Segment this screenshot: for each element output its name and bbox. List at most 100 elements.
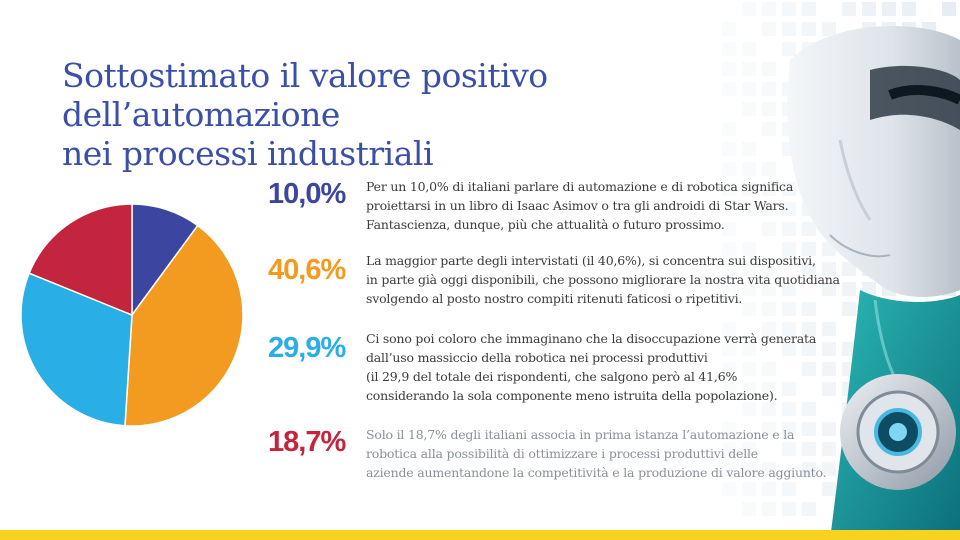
stat-description: Per un 10,0% di italiani parlare di auto… [366,177,846,234]
grid-square [742,482,756,496]
grid-square [762,2,776,16]
grid-square [742,62,756,76]
stat-line: considerando la sola componente meno ist… [366,388,778,403]
grid-square [762,402,776,416]
stat-description: Ci sono poi coloro che immaginano che la… [366,329,846,405]
grid-square [802,462,816,476]
grid-square [802,342,816,356]
bottom-accent-bar [0,530,960,540]
grid-square [762,82,776,96]
grid-square [742,502,756,516]
grid-square [722,162,736,176]
grid-square [722,62,736,76]
grid-square [722,182,736,196]
grid-square [842,262,856,276]
pie-slice-3 [20,272,133,427]
grid-square [782,382,796,396]
stat-percent: 40,6% [268,254,346,286]
grid-square [762,302,776,316]
grid-square [782,202,796,216]
grid-square [722,342,736,356]
grid-square [782,302,796,316]
grid-square [802,442,816,456]
grid-square [722,142,736,156]
grid-square [742,442,756,456]
grid-square [822,262,836,276]
page-title-line-2: nei processi industriali [62,134,434,173]
stat-description: Solo il 18,7% degli italiani associa in … [366,425,846,482]
grid-square [722,322,736,336]
grid-square [762,182,776,196]
stat-line: Fantascienza, dunque, più che attualità … [366,217,725,232]
pie-slice-1 [131,203,199,318]
grid-square [862,282,876,296]
stat-line: (il 29,9 del totale dei rispondenti, che… [366,369,738,384]
grid-square [762,202,776,216]
grid-square [742,262,756,276]
grid-square [782,182,796,196]
grid-square [782,242,796,256]
grid-square [742,82,756,96]
grid-square [842,342,856,356]
grid-square [842,302,856,316]
page-title-line-1: Sottostimato il valore positivo dell’aut… [62,56,548,134]
grid-square [762,282,776,296]
grid-square [762,122,776,136]
grid-square [782,2,796,16]
grid-square [742,162,756,176]
grid-square [762,22,776,36]
stat-description: La maggior parte degli intervistati (il … [366,251,846,308]
grid-square [822,382,836,396]
grid-square [782,402,796,416]
grid-square [722,262,736,276]
grid-square [722,222,736,236]
grid-square [762,322,776,336]
grid-square [782,502,796,516]
grid-square [842,2,856,16]
stat-line: proiettarsi in un libro di Isaac Asimov … [366,198,789,213]
grid-square [782,322,796,336]
grid-square [802,222,816,236]
grid-square [822,22,836,36]
grid-square [762,482,776,496]
grid-square [822,322,836,336]
grid-square [822,462,836,476]
stat-line: La maggior parte degli intervistati (il … [366,253,816,268]
grid-square [802,302,816,316]
grid-square [802,242,816,256]
grid-square [782,442,796,456]
grid-square [822,442,836,456]
grid-square [782,42,796,56]
grid-square [762,422,776,436]
grid-square [822,422,836,436]
grid-square [742,402,756,416]
grid-square [822,282,836,296]
grid-square [742,142,756,156]
grid-square [802,402,816,416]
pie-slice-4 [28,203,133,317]
page-title: Sottostimato il valore positivo dell’aut… [62,56,822,173]
grid-square [742,382,756,396]
grid-square [742,302,756,316]
robot-illustration-icon [720,0,960,540]
grid-square [742,182,756,196]
stat-line: in parte già oggi disponibili, che posso… [366,272,840,287]
grid-square [902,2,916,16]
stat-line: Solo il 18,7% degli italiani associa in … [366,427,795,442]
grid-square [822,342,836,356]
grid-square [782,482,796,496]
grid-square [722,122,736,136]
grid-square [742,202,756,216]
grid-square [742,102,756,116]
grid-square [722,422,736,436]
grid-square [722,242,736,256]
pie-chart [20,203,244,427]
stat-line: svolgendo al posto nostro compiti ritenu… [366,291,743,306]
grid-square [762,222,776,236]
grid-square [802,422,816,436]
grid-square [802,322,816,336]
grid-square [722,442,736,456]
stat-line: Per un 10,0% di italiani parlare di auto… [366,179,794,194]
grid-square [762,162,776,176]
